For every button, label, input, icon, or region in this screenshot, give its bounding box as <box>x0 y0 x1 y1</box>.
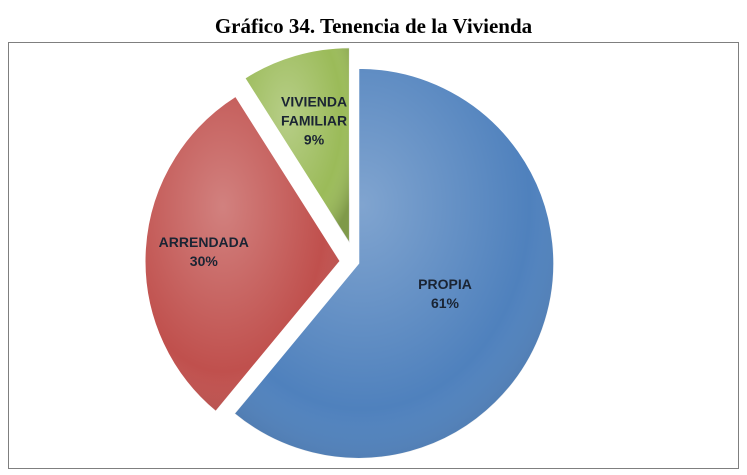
chart-title: Gráfico 34. Tenencia de la Vivienda <box>214 14 533 38</box>
value-label: 61% <box>430 295 459 312</box>
data-label: VIVIENDA FAMILIAR 9% <box>266 93 362 150</box>
slice-group <box>244 47 350 245</box>
slice-group <box>233 67 555 459</box>
slice-shade <box>145 96 341 412</box>
value-label: 9% <box>303 131 325 148</box>
category-label: PROPIA <box>418 276 472 293</box>
slice-shade <box>234 68 554 459</box>
data-label: ARRENDADA 30% <box>156 233 252 271</box>
data-label: PROPIA 61% <box>397 275 493 313</box>
slice-group <box>144 95 341 413</box>
slice-shade <box>244 47 350 243</box>
category-label: VIVIENDA FAMILIAR <box>280 93 348 129</box>
category-label: ARRENDADA <box>158 234 249 251</box>
value-label: 30% <box>189 253 218 270</box>
chart-area <box>8 42 739 469</box>
